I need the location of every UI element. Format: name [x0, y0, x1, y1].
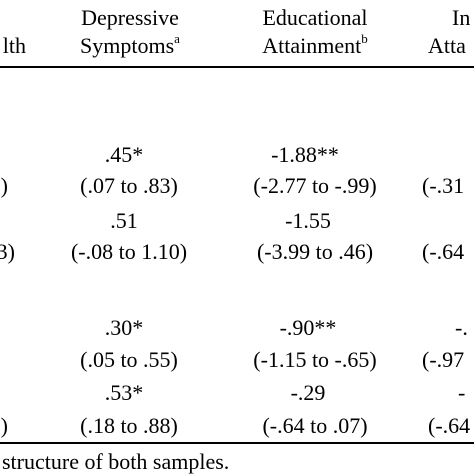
income-ci-2: (-.64: [422, 239, 465, 264]
bottom-rule: [0, 442, 474, 444]
educational-estimate-1: -1.88**: [271, 142, 339, 167]
header-income-line2: Atta: [428, 33, 466, 58]
educational-ci-1: (-2.77 to -.99): [253, 173, 377, 198]
depressive-estimate-1: .45*: [104, 142, 144, 167]
income-estimate-3: -.: [455, 315, 468, 340]
header-depressive-sup: a: [174, 30, 180, 46]
depressive-ci-2: (-.08 to 1.10): [70, 239, 188, 264]
depressive-ci-1: (.07 to .83): [80, 173, 178, 198]
depressive-ci-4: (.18 to .88): [80, 413, 178, 438]
educational-ci-2: (-3.99 to .46): [256, 239, 374, 264]
educational-ci-4: (-.64 to .07): [262, 413, 368, 438]
first-col-ci-4: ): [0, 413, 8, 438]
depressive-estimate-3: .30*: [104, 315, 144, 340]
educational-ci-3: (-1.15 to -.65): [253, 347, 377, 372]
income-ci-1: (-.31: [422, 173, 465, 198]
header-educational-line2: Attainmentb: [262, 30, 368, 58]
header-depressive-line2: Symptomsa: [80, 30, 180, 58]
educational-estimate-4: -.29: [290, 380, 326, 405]
header-educational-sup: b: [361, 30, 368, 46]
income-ci-3: (-.97: [422, 347, 465, 372]
educational-estimate-2: -1.55: [285, 208, 331, 233]
depressive-estimate-2: .51: [110, 208, 138, 233]
header-educational-line1: Educational: [262, 5, 368, 30]
first-col-ci-2: 3): [0, 239, 15, 264]
depressive-estimate-4: .53*: [104, 380, 144, 405]
table-footnote: structure of both samples.: [2, 449, 230, 474]
header-income-line1: In: [452, 5, 471, 30]
first-col-ci-1: ): [0, 173, 8, 198]
header-col0-line2: lth: [2, 33, 26, 58]
header-depressive-line1: Depressive: [81, 5, 179, 30]
income-estimate-4: -: [458, 380, 466, 405]
depressive-ci-3: (.05 to .55): [80, 347, 178, 372]
educational-estimate-3: -.90**: [279, 315, 337, 340]
header-rule: [0, 66, 474, 68]
income-ci-4: (-.64: [428, 413, 471, 438]
